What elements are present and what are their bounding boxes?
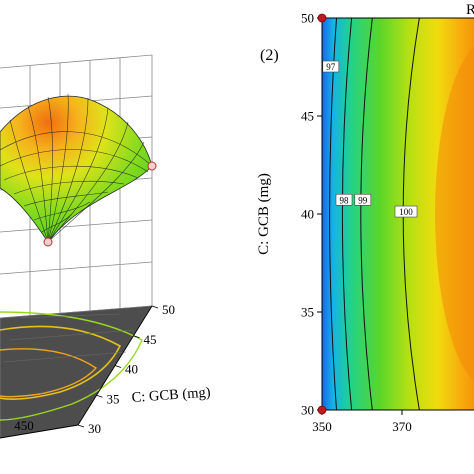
y-tick-label: 50 (301, 11, 314, 26)
surface-panel: 30 35 40 45 50 C: GCB (mg) 450 (0, 54, 211, 439)
c-tick-label: 45 (144, 332, 157, 347)
contour-line (341, 18, 353, 410)
panel-label: (2) (260, 47, 279, 64)
response-surface (0, 93, 153, 243)
y-axis-ticks: 30 35 40 45 50 (301, 11, 322, 418)
design-point (317, 405, 327, 415)
c-tick-label: 50 (162, 302, 175, 317)
contour-label: 97 (326, 62, 336, 72)
x-tick-label: 350 (312, 419, 332, 434)
c-axis-label: C: GCB (mg) (131, 385, 211, 406)
contour-line (360, 18, 373, 410)
contour-labels: 97 98 99 100 (322, 60, 418, 218)
y-tick-label: 45 (301, 109, 314, 124)
y-tick-label: 35 (301, 305, 314, 320)
floor-projection (0, 305, 153, 439)
contour-label: 99 (358, 195, 368, 205)
c-tick-mark (96, 394, 103, 398)
surface-design-point (43, 237, 53, 247)
contour-label-box (394, 205, 418, 218)
c-tick-mark (77, 424, 85, 428)
contour-label-box (354, 193, 372, 206)
contour-label: 100 (399, 207, 413, 217)
c-tick-label: 30 (88, 421, 101, 436)
c-axis-ticks: 30 35 40 45 50 (77, 302, 175, 436)
c-tick-label: 35 (107, 391, 120, 406)
contour-label: 98 (340, 195, 350, 205)
c-tick-mark (114, 365, 122, 368)
contour-peak (435, 46, 474, 382)
y-tick-label: 30 (301, 403, 314, 418)
contour-design-points (317, 13, 327, 415)
x-tick-label: 370 (392, 419, 412, 434)
c-tick-label: 40 (125, 362, 138, 377)
y-tick-label: 40 (301, 207, 314, 222)
contour-label-box (335, 193, 353, 206)
design-point (317, 13, 327, 23)
contour-label-box (322, 60, 340, 73)
c-tick-mark (151, 305, 159, 309)
a-axis-tick-450: 450 (14, 418, 34, 433)
surface-design-point (147, 161, 157, 171)
clipped-title: R (466, 2, 474, 18)
y-axis-label: C: GCB (mg) (256, 173, 272, 255)
c-tick-mark (133, 335, 140, 339)
